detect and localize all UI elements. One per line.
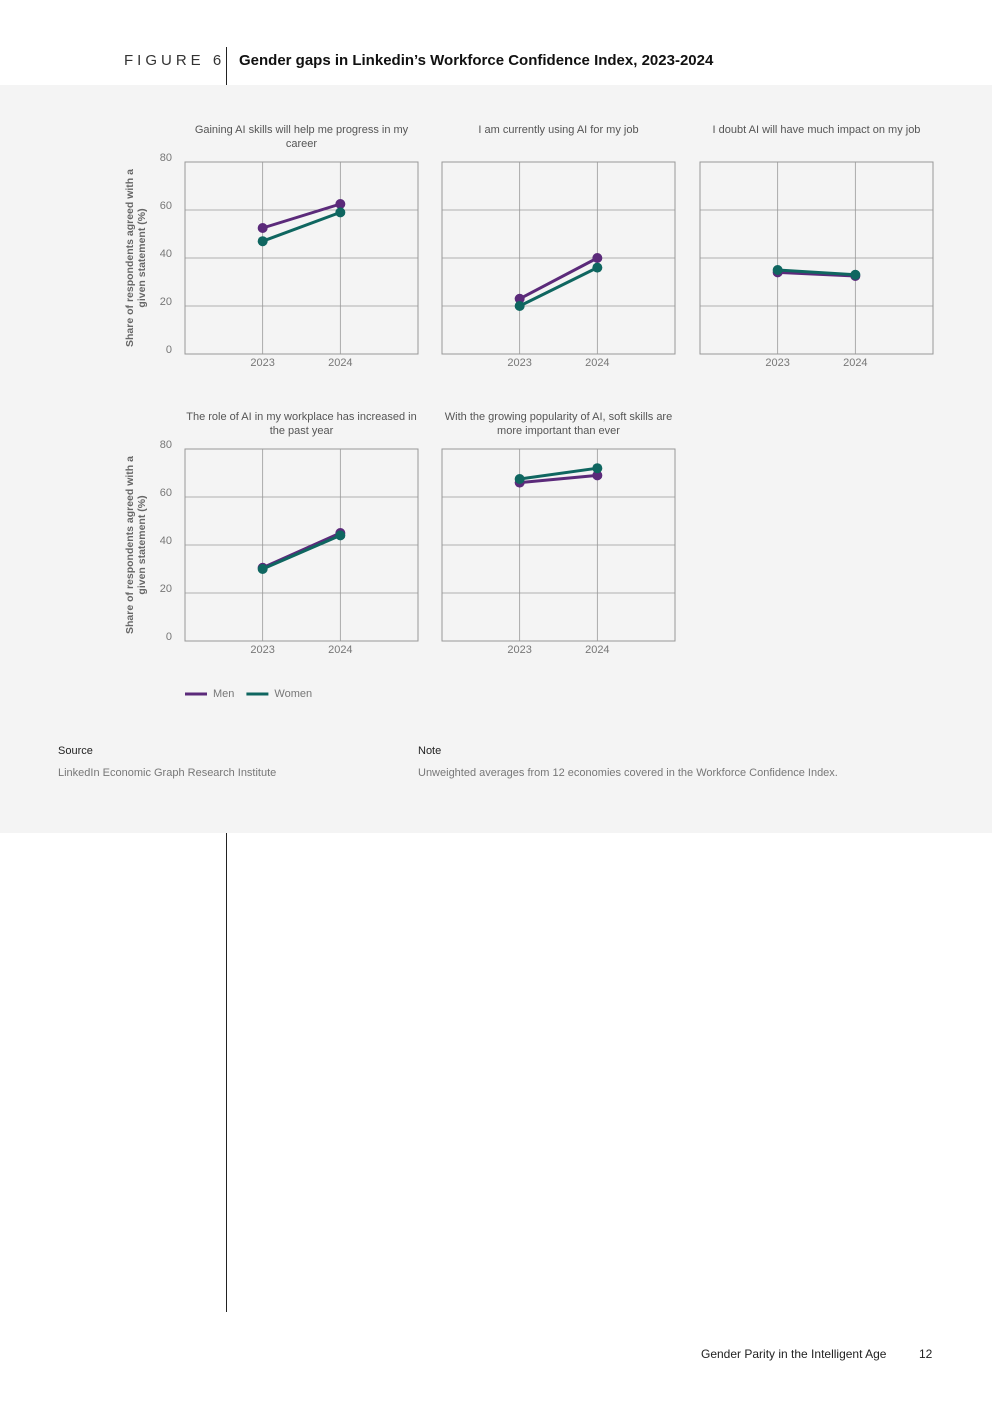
x-tick-label: 2024	[843, 357, 867, 369]
data-point	[850, 269, 861, 280]
data-point	[514, 474, 525, 484]
series-line	[519, 473, 598, 485]
footer-title: Gender Parity in the Intelligent Age	[701, 1347, 887, 1361]
y-tick-label: 60	[160, 487, 172, 499]
data-point	[257, 236, 268, 247]
x-tick-label: 2023	[765, 357, 789, 369]
figure-label: FIGURE 6	[124, 52, 226, 69]
x-tick-label: 2024	[585, 644, 609, 656]
data-point	[514, 301, 525, 311]
y-axis-label: Share of respondents agreed with a given…	[124, 169, 148, 347]
divider	[226, 47, 227, 85]
data-point	[592, 463, 603, 474]
y-tick-label: 20	[160, 583, 172, 595]
x-tick-label: 2024	[328, 357, 352, 369]
x-tick-label: 2023	[250, 357, 274, 369]
data-point	[335, 207, 346, 218]
y-tick-label: 60	[160, 200, 172, 212]
chart-title: Gaining AI skills will help me progress …	[194, 124, 409, 150]
data-point	[257, 223, 268, 233]
series-line	[777, 268, 856, 277]
series-line	[262, 202, 341, 230]
source-label: Source	[58, 745, 93, 757]
source-text: LinkedIn Economic Graph Research Institu…	[58, 767, 277, 779]
figure-title: Gender gaps in Linkedin’s Workforce Conf…	[239, 52, 714, 69]
y-tick-label: 20	[160, 296, 172, 308]
series-line	[262, 534, 341, 571]
y-tick-label: 0	[166, 631, 172, 643]
series-line	[519, 466, 598, 481]
y-tick-label: 0	[166, 344, 172, 356]
data-point	[772, 265, 783, 275]
y-tick-label: 80	[160, 439, 172, 451]
data-point	[592, 253, 603, 263]
data-point	[335, 530, 346, 541]
data-point	[257, 564, 268, 574]
chart-title: The role of AI in my workplace has incre…	[186, 411, 417, 437]
y-tick-label: 40	[160, 248, 172, 260]
legend-label: Women	[274, 688, 312, 700]
note-text: Unweighted averages from 12 economies co…	[418, 767, 838, 779]
series-line	[518, 256, 599, 301]
series-line	[519, 266, 598, 308]
page-number: 12	[919, 1347, 933, 1361]
chart-title: With the growing popularity of AI, soft …	[444, 411, 673, 437]
x-tick-label: 2023	[507, 644, 531, 656]
note-label: Note	[418, 745, 442, 757]
chart-title: I doubt AI will have much impact on my j…	[712, 124, 921, 136]
legend-label: Men	[213, 688, 234, 700]
x-tick-label: 2024	[328, 644, 352, 656]
y-axis-label: Share of respondents agreed with a given…	[124, 456, 148, 634]
data-point	[592, 262, 603, 273]
x-tick-label: 2023	[507, 357, 531, 369]
x-tick-label: 2023	[250, 644, 274, 656]
chart-title: I am currently using AI for my job	[478, 124, 639, 136]
series-line	[262, 210, 341, 243]
divider	[226, 833, 227, 1312]
data-point	[514, 293, 525, 304]
y-tick-label: 40	[160, 535, 172, 547]
data-point	[592, 470, 603, 481]
x-tick-label: 2024	[585, 357, 609, 369]
data-point	[335, 199, 346, 209]
y-tick-label: 80	[160, 152, 172, 164]
